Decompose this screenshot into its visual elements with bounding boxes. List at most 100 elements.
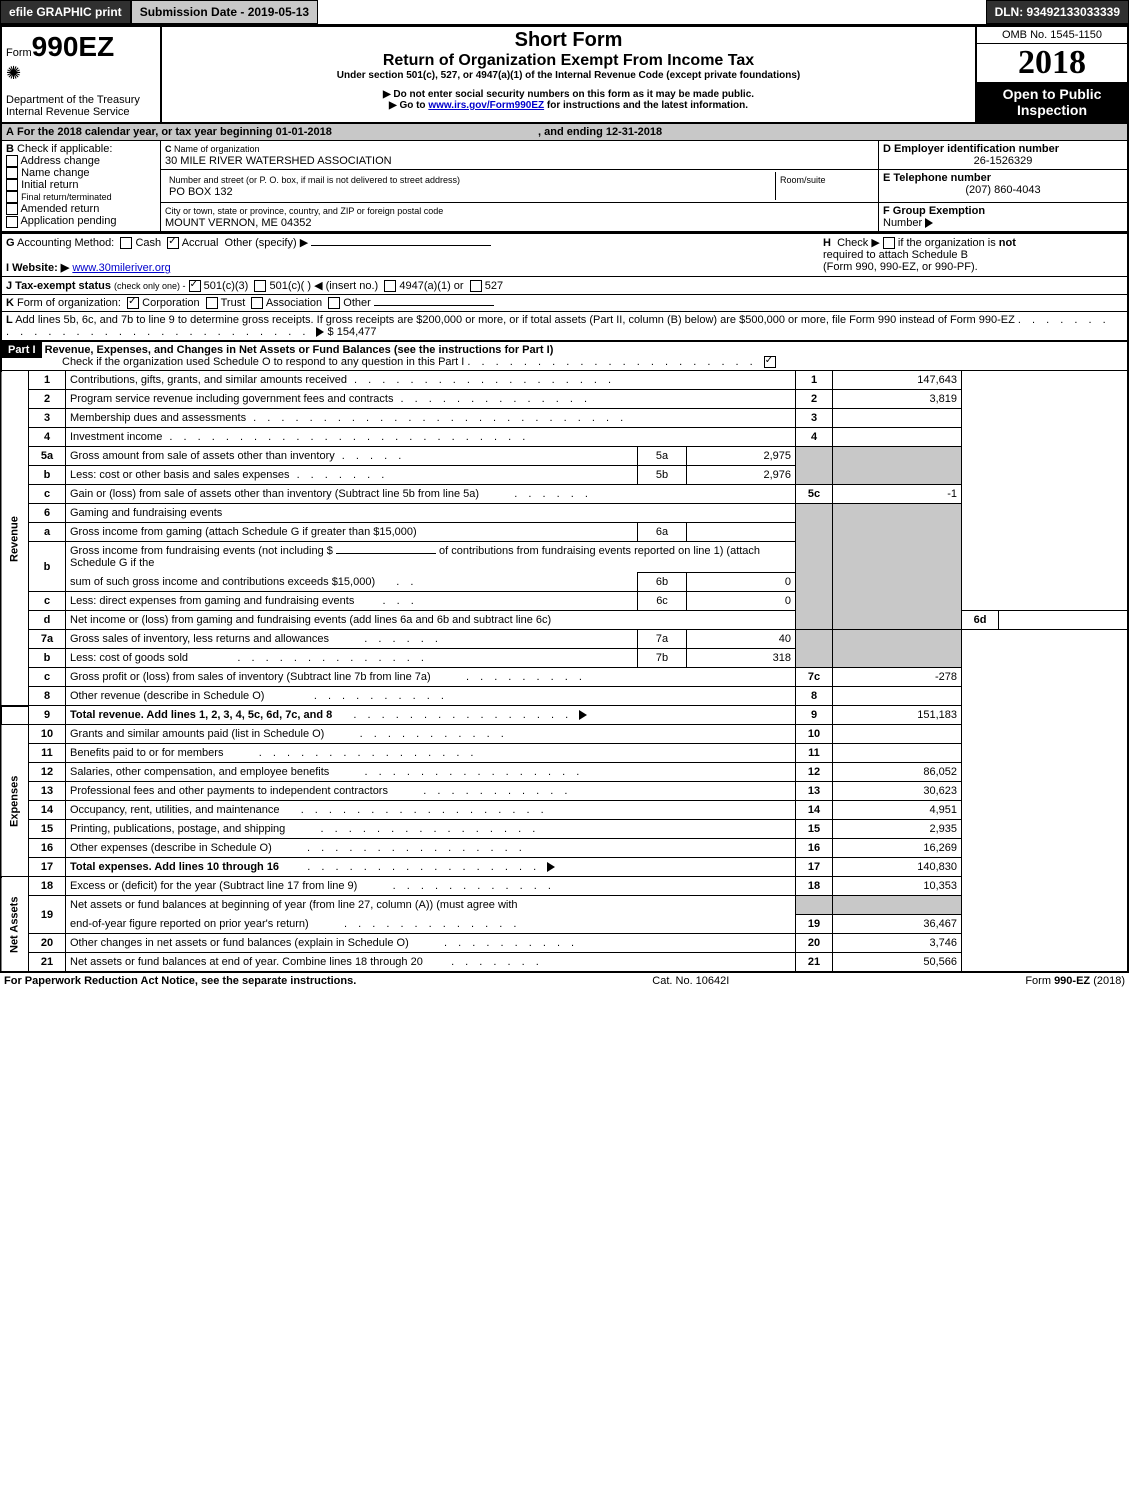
line-num: 11 [29,744,66,763]
line-value: 3,819 [833,390,962,409]
line-text: Gross sales of inventory, less returns a… [70,633,329,645]
ein-value: 26-1526329 [883,155,1123,167]
efile-print-button[interactable]: efile GRAPHIC print [0,0,131,24]
top-bar: efile GRAPHIC print Submission Date - 20… [0,0,1129,25]
line-value: 140,830 [833,858,962,877]
label-4947a1: 4947(a)(1) or [399,280,463,292]
checkbox-schedule-b[interactable] [883,237,895,249]
line-value: 86,052 [833,763,962,782]
line-text: Other expenses (describe in Schedule O) [70,842,272,854]
dln-label: DLN: 93492133033339 [986,0,1129,24]
omb-number: OMB No. 1545-1150 [977,27,1127,44]
ssn-warning: ▶ Do not enter social security numbers o… [166,89,971,100]
label-other-specify: Other (specify) ▶ [225,237,309,249]
arrow-icon [925,218,933,228]
checkbox-application-pending[interactable] [6,216,18,228]
inner-box: 7a [638,630,687,649]
form-main-title: Return of Organization Exempt From Incom… [166,52,971,70]
line-box: 7c [796,668,833,687]
line-box: 21 [796,952,833,972]
line-value [833,428,962,447]
line-text: Gain or (loss) from sale of assets other… [70,488,479,500]
line-box: 6d [962,611,999,630]
checkbox-cash[interactable] [120,237,132,249]
form-header-table: Form990EZ ✺ Department of the Treasury I… [0,25,1129,124]
checkbox-association[interactable] [251,297,263,309]
line-value: 2,935 [833,820,962,839]
label-other-org: Other [343,297,371,309]
line-num: 4 [29,428,66,447]
shaded-cell [833,504,962,630]
arrow-icon [316,327,324,337]
checkbox-accrual[interactable] [167,237,179,249]
line-text: Net assets or fund balances at end of ye… [70,956,423,968]
line-text: Program service revenue including govern… [70,393,393,405]
line-a-begin: 01-01-2018 [276,126,332,138]
checkbox-schedule-o[interactable] [764,356,776,368]
line-box: 19 [796,914,833,933]
line-box: 11 [796,744,833,763]
inner-box: 6a [638,523,687,542]
line-num: 1 [29,371,66,390]
checkbox-final-return[interactable] [6,191,18,203]
line-value: -278 [833,668,962,687]
instructions-link[interactable]: www.irs.gov/Form990EZ [428,100,544,111]
arrow-icon [579,710,587,720]
line-text: Other changes in net assets or fund bala… [70,937,409,949]
line-text: Grants and similar amounts paid (list in… [70,728,324,740]
part1-lines-table: Revenue 1 Contributions, gifts, grants, … [0,370,1129,973]
checkbox-trust[interactable] [206,297,218,309]
room-label: Room/suite [780,175,826,185]
line-num: 18 [29,877,66,896]
line-box: 20 [796,933,833,952]
line-h-label: H [823,237,831,249]
inner-box: 7b [638,649,687,668]
line-text: Gross amount from sale of assets other t… [70,450,335,462]
line-value [833,409,962,428]
line-text: Membership dues and assessments [70,412,246,424]
line-j-small: (check only one) - [114,281,186,291]
checkbox-501c3[interactable] [189,280,201,292]
checkbox-address-change[interactable] [6,155,18,167]
checkbox-amended-return[interactable] [6,203,18,215]
label-initial-return: Initial return [21,179,78,191]
city-label: City or town, state or province, country… [165,206,443,216]
open-to-public-badge: Open to Public Inspection [977,82,1127,122]
line-a-end: 12-31-2018 [606,126,662,138]
netassets-section-label: Net Assets [1,877,29,972]
inner-value: 40 [687,630,796,649]
checkbox-other-org[interactable] [328,297,340,309]
line-box: 3 [796,409,833,428]
footer-row: For Paperwork Reduction Act Notice, see … [0,973,1129,989]
line-value: 10,353 [833,877,962,896]
line-text: Gross income from fundraising events (no… [70,545,336,557]
checkbox-name-change[interactable] [6,167,18,179]
form-of-org-label: Form of organization: [17,297,121,309]
goto-prefix: ▶ Go to [389,100,428,111]
part1-header: Part I Revenue, Expenses, and Changes in… [0,342,1129,370]
line-text: Salaries, other compensation, and employ… [70,766,329,778]
ghijkl-block: G Accounting Method: Cash Accrual Other … [0,233,1129,342]
inner-value: 2,975 [687,447,796,466]
label-application-pending: Application pending [20,215,116,227]
checkbox-527[interactable] [470,280,482,292]
short-form-title: Short Form [166,29,971,52]
checkbox-corporation[interactable] [127,297,139,309]
label-address-change: Address change [20,155,100,167]
line-value: 151,183 [833,706,962,725]
checkbox-4947a1[interactable] [384,280,396,292]
city-value: MOUNT VERNON, ME 04352 [165,217,312,229]
label-association: Association [266,297,322,309]
submission-date-button[interactable]: Submission Date - 2019-05-13 [131,0,318,24]
part1-checktext: Check if the organization used Schedule … [2,356,464,368]
accounting-method-label: Accounting Method: [17,237,114,249]
line-box: 10 [796,725,833,744]
inner-box: 5b [638,466,687,485]
checkbox-501c[interactable] [254,280,266,292]
top-bar-left: efile GRAPHIC print Submission Date - 20… [0,0,318,24]
label-name-change: Name change [21,167,90,179]
checkbox-initial-return[interactable] [6,179,18,191]
website-link[interactable]: www.30mileriver.org [72,262,170,274]
line-value [833,744,962,763]
line-num: 15 [29,820,66,839]
